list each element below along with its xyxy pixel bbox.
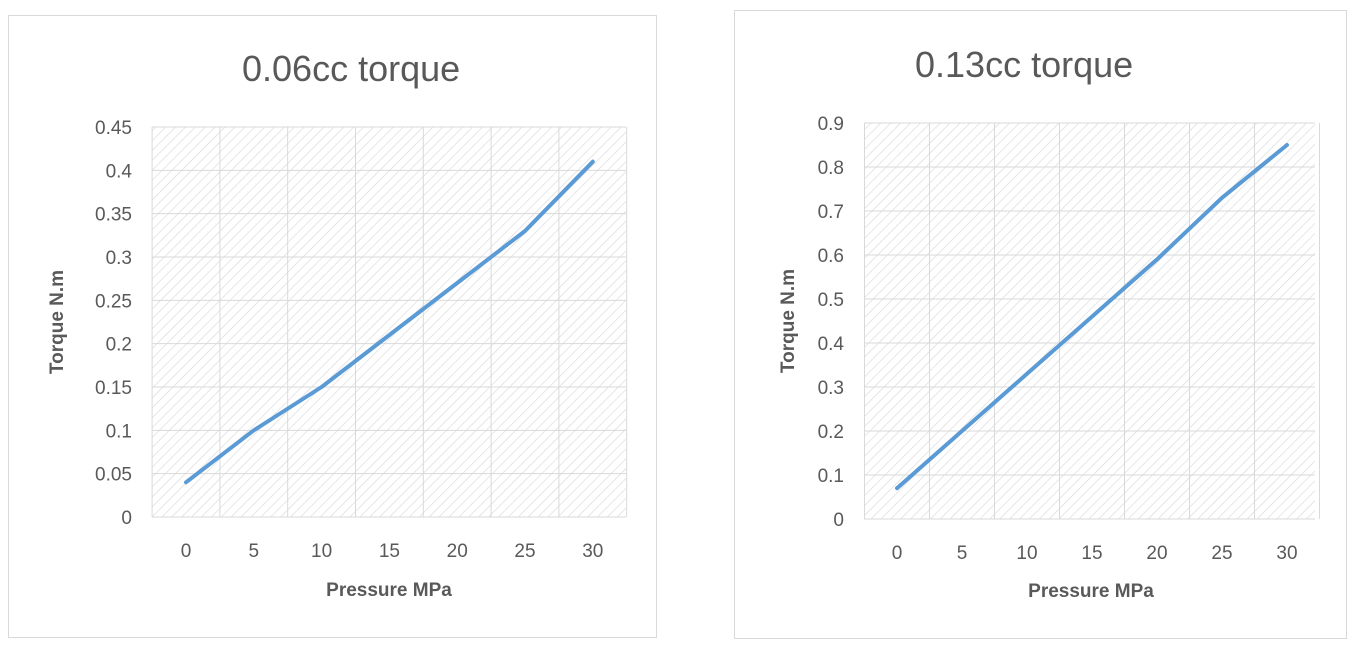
y-tick-label: 0.1 (818, 466, 844, 487)
x-tick-label: 15 (379, 541, 400, 562)
gridlines (151, 126, 628, 518)
y-tick-label: 0.45 (95, 118, 132, 139)
x-tick-label: 25 (1211, 543, 1232, 564)
x-tick-label: 20 (447, 541, 468, 562)
y-tick-label: 0.25 (95, 291, 132, 312)
y-axis-label: Torque N.m (47, 270, 68, 374)
y-axis-label: Torque N.m (778, 269, 799, 373)
chart-svg-1: 0 0.05 0.1 0.15 0.2 0.25 0.3 0.35 0.4 0.45 0 5 10 15 2… (47, 48, 628, 601)
x-tick-label: 5 (249, 541, 260, 562)
y-tick-label: 0.4 (818, 334, 845, 355)
y-tick-label: 0.05 (95, 465, 132, 486)
chart-panel-1: 0 0.05 0.1 0.15 0.2 0.25 0.3 0.35 0.4 0.45 0 5 10 15 2… (8, 15, 657, 638)
plot-area (152, 127, 626, 517)
x-tick-label: 20 (1146, 543, 1167, 564)
x-axis-label: Pressure MPa (326, 580, 452, 601)
x-axis-label: Pressure MPa (1028, 581, 1154, 602)
x-tick-label: 25 (514, 541, 535, 562)
x-tick-label: 5 (957, 543, 968, 564)
y-tick-label: 0.2 (106, 335, 132, 356)
chart-title: 0.06cc torque (242, 48, 460, 89)
y-tick-label: 0.7 (818, 202, 844, 223)
x-tick-label: 10 (311, 541, 332, 562)
x-tick-label: 0 (181, 541, 192, 562)
y-tick-label: 0.9 (818, 114, 844, 135)
y-tick-label: 0.35 (95, 205, 132, 226)
y-tick-label: 0.6 (818, 246, 844, 267)
chart-title: 0.13cc torque (915, 44, 1133, 85)
chart-svg-2: 0 0.1 0.2 0.3 0.4 0.5 0.6 0.7 0.8 0.9 0 5 10 15 20 25 30… (778, 44, 1320, 602)
x-tick-label: 30 (1276, 543, 1297, 564)
y-tick-label: 0.4 (106, 161, 133, 182)
y-tick-label: 0.15 (95, 378, 132, 399)
tick-labels: 0 0.1 0.2 0.3 0.4 0.5 0.6 0.7 0.8 0.9 0 5 10 15 20 25 30 (818, 114, 1298, 564)
x-tick-label: 30 (582, 541, 603, 562)
x-tick-label: 15 (1081, 543, 1102, 564)
y-tick-label: 0.8 (818, 158, 844, 179)
x-tick-label: 0 (892, 543, 903, 564)
series-layer (895, 143, 1289, 491)
y-tick-label: 0.5 (818, 290, 844, 311)
y-tick-label: 0.3 (106, 248, 132, 269)
gridlines (864, 122, 1320, 520)
y-tick-label: 0 (833, 510, 844, 531)
y-tick-label: 0.1 (106, 421, 132, 442)
x-tick-label: 10 (1016, 543, 1037, 564)
y-tick-label: 0 (121, 508, 132, 529)
series-layer (184, 159, 595, 485)
chart-panel-2: 0 0.1 0.2 0.3 0.4 0.5 0.6 0.7 0.8 0.9 0 5 10 15 20 25 30… (734, 10, 1347, 639)
y-tick-label: 0.2 (818, 422, 844, 443)
tick-labels: 0 0.05 0.1 0.15 0.2 0.25 0.3 0.35 0.4 0.45 0 5 10 15 2… (95, 118, 603, 562)
y-tick-label: 0.3 (818, 378, 844, 399)
